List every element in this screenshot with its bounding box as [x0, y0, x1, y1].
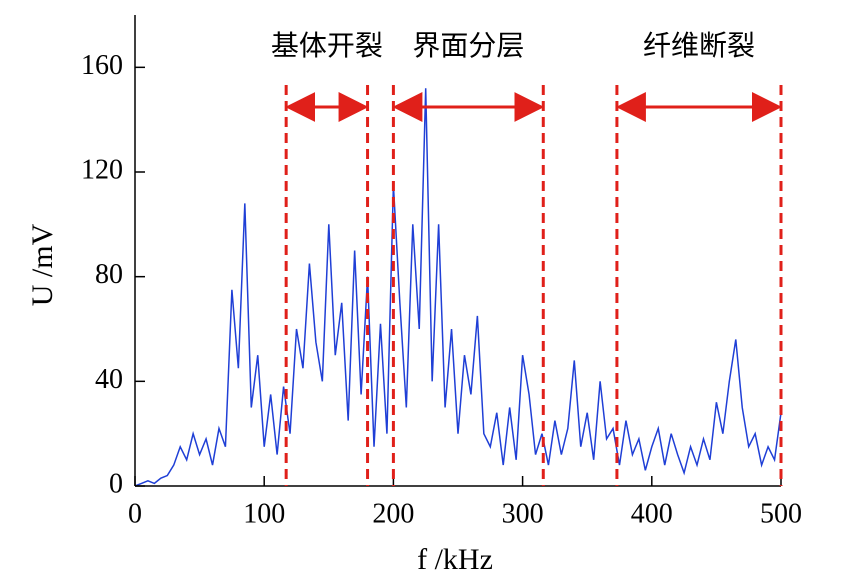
x-axis-label: f /kHz	[417, 543, 493, 576]
x-tick-label: 100	[243, 498, 285, 529]
x-tick-label: 300	[502, 498, 544, 529]
y-tick-label: 120	[81, 154, 123, 185]
data-line	[134, 88, 782, 487]
region-label: 基体开裂	[271, 29, 383, 62]
y-tick-label: 0	[109, 468, 123, 499]
x-tick-label: 400	[631, 498, 673, 529]
region-label: 纤维断裂	[643, 29, 755, 62]
y-tick-label: 160	[81, 50, 123, 81]
y-tick-label: 40	[95, 364, 123, 395]
region-label: 界面分层	[412, 29, 524, 62]
y-axis-label: U /mV	[26, 223, 59, 306]
y-tick-label: 80	[95, 259, 123, 290]
x-tick-label: 200	[372, 498, 414, 529]
x-tick-label: 500	[760, 498, 802, 529]
x-tick-label: 0	[128, 498, 142, 529]
